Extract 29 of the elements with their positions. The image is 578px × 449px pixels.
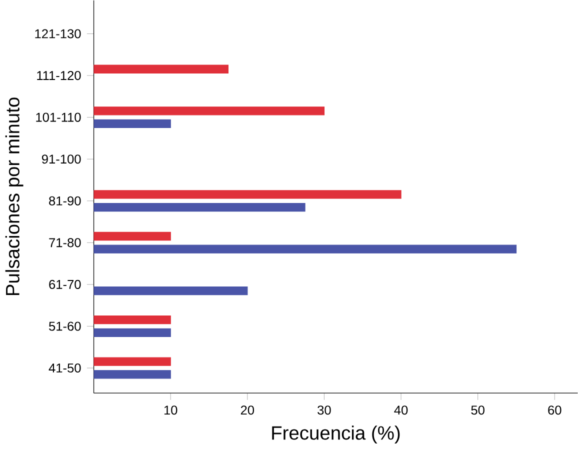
y-tick-label: 101-110 — [36, 112, 81, 122]
y-tick-label: 71-80 — [49, 238, 81, 248]
y-tick-label: 91-100 — [42, 154, 81, 164]
y-tick-label: 111-120 — [37, 71, 81, 80]
bar — [94, 190, 402, 199]
x-tick-label: 20 — [240, 406, 254, 415]
y-tick-label: 81-90 — [49, 196, 81, 206]
bar — [94, 316, 171, 324]
y-axis-title: Pulsaciones por minuto — [5, 98, 24, 296]
bar — [94, 232, 171, 241]
bar — [94, 244, 517, 254]
y-tick-label: 121-130 — [35, 29, 81, 38]
y-tick-label: 61-70 — [49, 280, 81, 290]
bar — [94, 64, 229, 74]
bar — [94, 357, 171, 366]
bar — [94, 286, 248, 296]
bar — [94, 203, 306, 212]
bar — [94, 328, 171, 338]
y-tick-label: 51-60 — [49, 322, 81, 331]
bar — [94, 106, 325, 116]
x-tick-label: 40 — [394, 406, 408, 415]
x-tick-label: 10 — [164, 406, 178, 415]
y-tick-label: 41-50 — [48, 364, 81, 373]
x-tick-label: 60 — [548, 406, 562, 415]
bar — [94, 370, 171, 379]
x-tick-label: 50 — [471, 406, 484, 415]
x-tick-label: 30 — [318, 406, 331, 415]
bar — [94, 119, 171, 128]
x-axis-title: Frecuencia (%) — [272, 426, 400, 444]
